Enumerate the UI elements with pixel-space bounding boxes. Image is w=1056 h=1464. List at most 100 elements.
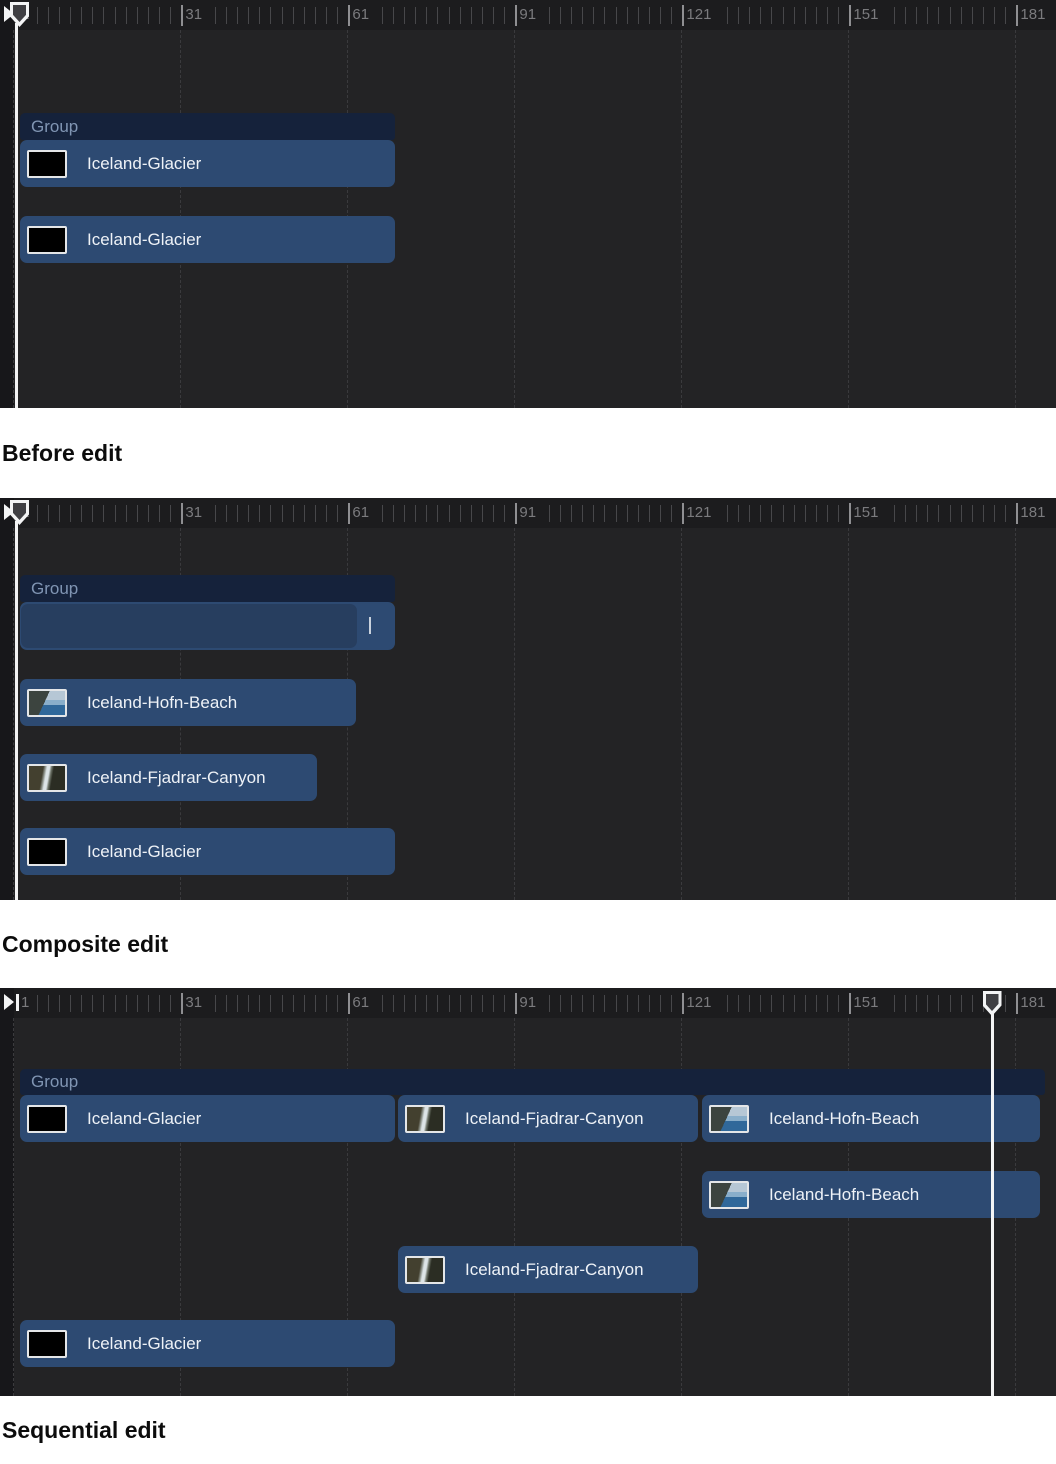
- ruler-tick: [459, 995, 461, 1012]
- ruler-tick: [426, 505, 428, 522]
- playhead-line[interactable]: [15, 521, 18, 900]
- clip-iceland-glacier[interactable]: Iceland-Glacier: [20, 828, 395, 875]
- playhead-icon[interactable]: [10, 2, 29, 27]
- ruler-tick: [103, 7, 105, 24]
- timeline-gridline: [681, 1018, 683, 1396]
- group-bar[interactable]: Group: [20, 113, 395, 140]
- section-title: Composite edit: [2, 930, 169, 957]
- ruler-tick: [404, 995, 406, 1012]
- ruler-tick: [437, 505, 439, 522]
- ruler-tick: [493, 7, 495, 24]
- playhead-icon[interactable]: [10, 500, 29, 525]
- playhead-icon[interactable]: [982, 991, 1002, 1016]
- ruler-tick: [36, 7, 38, 24]
- ruler-tick: [994, 7, 996, 24]
- ruler-tick: [170, 505, 172, 522]
- ruler-tick: [548, 7, 550, 24]
- caption-composite: Composite edit: [0, 900, 1056, 988]
- ruler-tick: [760, 505, 762, 522]
- ruler-tick: [749, 505, 751, 522]
- ruler-tick: [426, 7, 428, 24]
- ruler-tick: [782, 505, 784, 522]
- ruler-tick: [927, 7, 929, 24]
- playhead-line[interactable]: [15, 23, 18, 408]
- ruler-tick: [971, 505, 973, 522]
- ruler-tick: [259, 505, 261, 522]
- ruler-tick: [248, 7, 250, 24]
- timeline-gridline: [514, 30, 516, 408]
- ruler-tick: [315, 7, 316, 24]
- clip-iceland-glacier[interactable]: Iceland-Glacier: [20, 1095, 395, 1142]
- ruler-tick: [281, 505, 283, 522]
- ruler-tick: [604, 995, 606, 1012]
- clip-iceland-fjadrar-canyon[interactable]: Iceland-Fjadrar-Canyon: [398, 1246, 698, 1293]
- clip-iceland-glacier[interactable]: Iceland-Glacier: [20, 140, 395, 187]
- clip-iceland-fjadrar-canyon[interactable]: Iceland-Fjadrar-Canyon: [398, 1095, 698, 1142]
- ruler-tick: [838, 995, 840, 1012]
- ruler-tick: [125, 7, 127, 24]
- clip-iceland-glacier[interactable]: Iceland-Glacier: [20, 1320, 395, 1367]
- clip-label: Iceland-Glacier: [87, 841, 202, 861]
- ruler-tick: [960, 505, 962, 522]
- ruler-tick: [259, 995, 261, 1012]
- clip-label: Iceland-Hofn-Beach: [769, 1108, 920, 1128]
- ruler-tick: [582, 7, 584, 24]
- ruler-tick: [804, 505, 806, 522]
- timeline-gridline: [514, 1018, 516, 1396]
- clip-being-edited[interactable]: [20, 602, 395, 650]
- caption-sequential: Sequential edit: [0, 1396, 1056, 1464]
- clip-iceland-hofn-beach[interactable]: Iceland-Hofn-Beach: [20, 679, 356, 726]
- ruler-tick: [504, 505, 506, 522]
- ruler-tick-label: 121: [686, 6, 712, 23]
- timeline-gridline: [347, 1018, 349, 1396]
- timeline-gridline: [848, 30, 850, 408]
- ruler-tick-label: 151: [853, 504, 879, 521]
- ruler-tick: [1016, 993, 1019, 1014]
- ruler-tick: [448, 7, 450, 24]
- ruler-tick: [604, 505, 606, 522]
- ruler-tick: [270, 7, 272, 24]
- in-point-marker-icon[interactable]: [4, 994, 14, 1010]
- text-caret: [369, 617, 371, 634]
- section-title: Before edit: [2, 439, 123, 466]
- ruler-tick: [949, 7, 951, 24]
- clip-iceland-fjadrar-canyon[interactable]: Iceland-Fjadrar-Canyon: [20, 754, 317, 801]
- ruler-tick: [916, 505, 918, 522]
- ruler-tick: [103, 505, 105, 522]
- ruler-tick: [270, 505, 272, 522]
- clip-iceland-hofn-beach[interactable]: Iceland-Hofn-Beach: [702, 1095, 1040, 1142]
- ruler-tick-label: 1: [21, 994, 30, 1011]
- ruler-tick: [927, 995, 929, 1012]
- ruler-tick: [793, 505, 795, 522]
- ruler-tick-label: 151: [853, 6, 879, 23]
- ruler-tick: [392, 505, 394, 522]
- group-bar[interactable]: Group: [20, 1069, 1045, 1095]
- ruler-tick: [593, 995, 595, 1012]
- clip-label: Iceland-Fjadrar-Canyon: [87, 767, 266, 787]
- timeline-gridline: [1015, 528, 1017, 900]
- ruler-tick: [726, 7, 728, 24]
- group-label: Group: [31, 1072, 79, 1091]
- ruler-tick: [170, 995, 172, 1012]
- ruler-tick: [816, 505, 817, 522]
- clip-iceland-hofn-beach[interactable]: Iceland-Hofn-Beach: [702, 1171, 1040, 1218]
- ruler-tick: [415, 7, 417, 24]
- in-point-marker-icon[interactable]: [4, 6, 14, 22]
- ruler-tick: [181, 503, 184, 524]
- ruler-tick: [726, 995, 728, 1012]
- clip-iceland-glacier[interactable]: Iceland-Glacier: [20, 216, 395, 263]
- ruler-tick: [649, 995, 650, 1012]
- group-bar[interactable]: Group: [20, 575, 395, 602]
- clip-name-field[interactable]: [21, 604, 357, 648]
- ruler-tick: [448, 505, 450, 522]
- canyon-thumbnail-icon: [405, 1104, 445, 1133]
- timeline-panel-before: 1316191121151181GroupIceland-GlacierIcel…: [0, 0, 1056, 408]
- in-point-marker-icon[interactable]: [4, 504, 14, 520]
- glacier-thumbnail-icon: [27, 1104, 67, 1133]
- playhead-line[interactable]: [990, 1012, 994, 1396]
- ruler-tick: [682, 5, 685, 26]
- ruler-tick: [849, 503, 852, 524]
